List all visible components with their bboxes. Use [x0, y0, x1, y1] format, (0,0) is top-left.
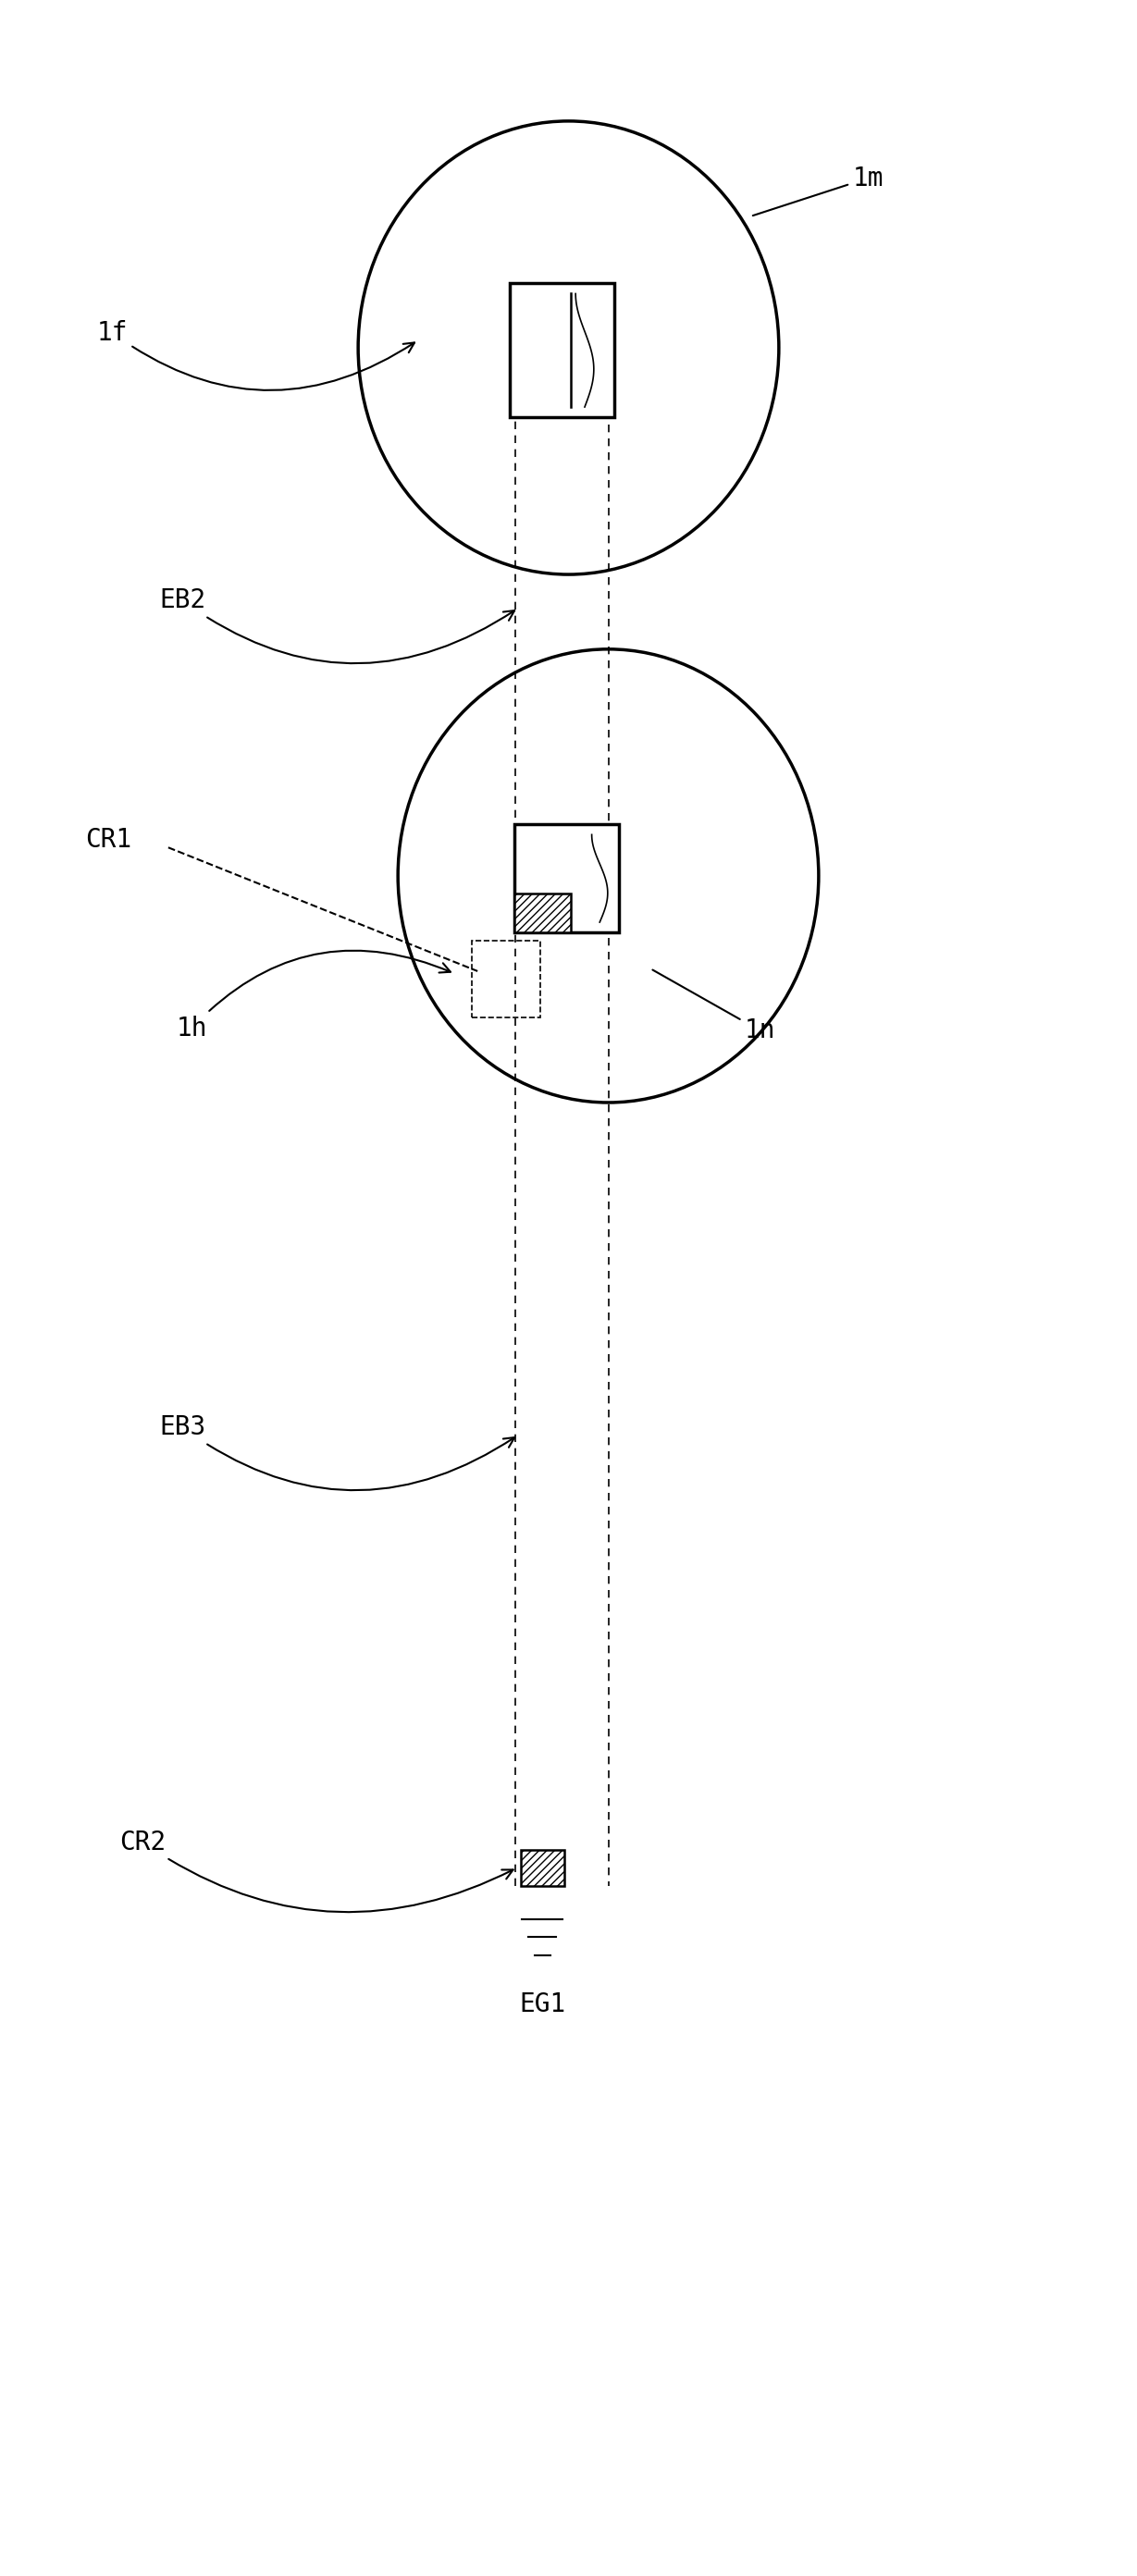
Bar [509, 283, 614, 417]
Text: 1n: 1n [653, 969, 775, 1043]
Bar [472, 940, 540, 1018]
Text: EG1: EG1 [520, 1991, 565, 2017]
Text: 1m: 1m [753, 165, 883, 216]
Text: CR1: CR1 [85, 827, 132, 853]
Text: EB3: EB3 [159, 1414, 515, 1492]
Text: 1f: 1f [97, 319, 415, 392]
Text: EB2: EB2 [159, 587, 515, 665]
Bar [514, 824, 619, 933]
Text: CR2: CR2 [119, 1829, 513, 1911]
Text: 1h: 1h [176, 951, 450, 1041]
Bar [514, 894, 571, 933]
Bar [521, 1850, 564, 1886]
